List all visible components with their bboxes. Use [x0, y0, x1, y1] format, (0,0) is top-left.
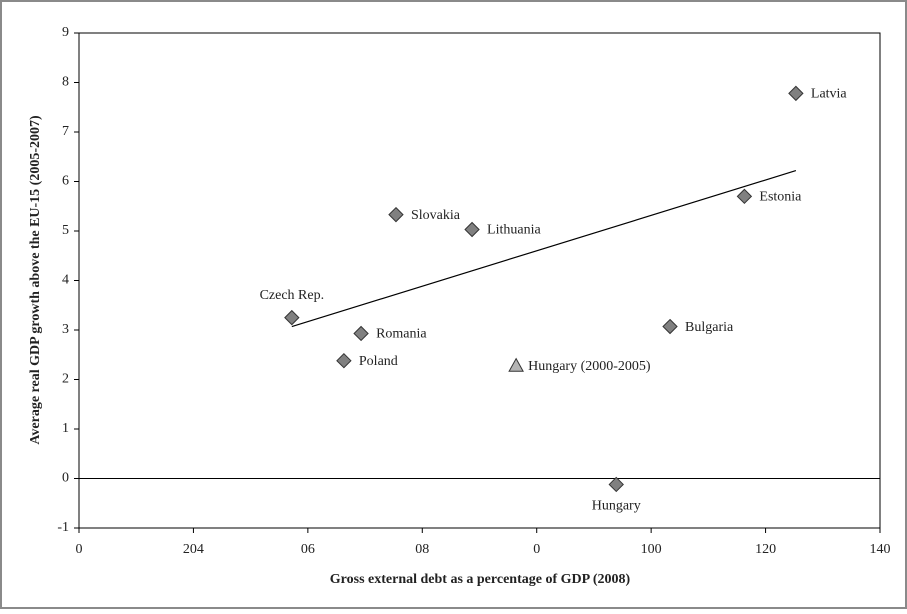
x-tick-label: 140: [870, 542, 891, 557]
point: [788, 85, 804, 102]
y-tick-label: 2: [62, 372, 69, 387]
point: [284, 309, 300, 326]
x-tick-label: 08: [415, 542, 429, 557]
y-axis-title: Average real GDP growth above the EU-15 …: [28, 115, 43, 445]
y-tick-label: -1: [57, 520, 69, 535]
point: [662, 318, 678, 335]
point: [736, 188, 753, 205]
point-label: Bulgaria: [685, 320, 734, 335]
point: [608, 476, 624, 493]
x-tick-label: 204: [183, 542, 204, 557]
y-tick-label: 7: [62, 124, 69, 139]
y-tick-label: 0: [62, 471, 69, 486]
x-tick-label: 0: [76, 542, 83, 557]
x-tick-label: 120: [755, 542, 776, 557]
y-tick-label: 9: [62, 25, 69, 40]
point-label: Romania: [376, 327, 427, 342]
point-label: Latvia: [811, 87, 848, 102]
point-label: Estonia: [759, 190, 802, 205]
point-label: Czech Rep.: [260, 288, 325, 303]
x-tick-label: 06: [301, 542, 315, 557]
point: [508, 357, 524, 372]
y-tick-label: 6: [62, 174, 69, 189]
y-tick-label: 3: [62, 322, 69, 337]
x-tick-label: 100: [641, 542, 662, 557]
y-tick-label: 8: [62, 75, 69, 90]
point: [353, 325, 369, 342]
point: [464, 221, 480, 238]
point-label: Slovakia: [411, 208, 461, 223]
y-tick-label: 1: [62, 421, 69, 436]
point-label: Poland: [359, 354, 398, 369]
y-tick-label: 4: [62, 273, 69, 288]
x-axis-title: Gross external debt as a percentage of G…: [330, 572, 631, 587]
point: [388, 206, 404, 223]
trendline: [291, 170, 797, 328]
point-label: Hungary (2000-2005): [528, 359, 651, 374]
point: [336, 352, 352, 369]
y-tick-label: 5: [62, 223, 69, 238]
point-label: Lithuania: [487, 223, 541, 238]
x-tick-label: 0: [533, 542, 540, 557]
point-label: Hungary: [592, 499, 641, 514]
